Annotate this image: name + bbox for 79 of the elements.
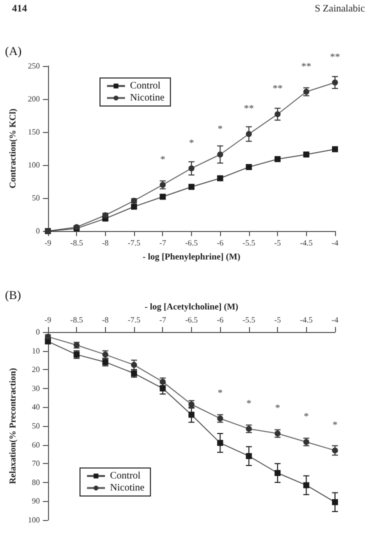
point [44, 334, 51, 340]
point [188, 165, 194, 172]
y-tick-label: 20 [32, 365, 40, 374]
legend-label: Control [110, 470, 141, 482]
y-tick-label: 250 [28, 62, 40, 70]
point [131, 362, 138, 368]
point [303, 151, 310, 158]
point [217, 440, 224, 446]
point [188, 412, 194, 418]
x-tick-label: -7 [159, 316, 166, 324]
x-axis-title: - log [Phenylephrine] (M) [142, 252, 240, 262]
x-axis-title: - log [Acetylcholine] (M) [144, 302, 238, 312]
legend-label: Control [130, 80, 161, 92]
x-tick-label: -8.5 [70, 316, 83, 324]
legend-label: Nicotine [110, 482, 145, 494]
text: 414 [12, 4, 27, 14]
x-tick-label: -9 [44, 238, 52, 248]
y-tick-label: 60 [32, 440, 40, 450]
point [246, 453, 252, 460]
legend-label: Nicotine [130, 92, 165, 104]
x-tick-label: -8 [102, 316, 109, 324]
x-tick-label: -6 [216, 316, 224, 324]
x-tick-label: -6.5 [185, 238, 198, 248]
y-tick-label: 100 [28, 516, 40, 524]
x-tick-label: -9 [44, 316, 52, 324]
x-tick-label: -7.5 [128, 316, 140, 324]
x-tick-label: -5.5 [242, 316, 256, 324]
y-tick-label: 40 [32, 402, 40, 412]
annotation: * [332, 420, 338, 431]
y-tick-label: 80 [32, 478, 40, 487]
x-tick-label: -8 [102, 238, 109, 248]
y-tick-label: 0 [36, 328, 40, 336]
y-tick-label: 90 [32, 496, 40, 506]
x-tick-label: -7 [159, 238, 166, 248]
x-tick-label: -4 [332, 316, 338, 324]
x-tick-label: -5 [274, 316, 281, 324]
x-tick-label: -6 [216, 238, 224, 248]
point [217, 151, 224, 158]
x-tick-label: -4.5 [300, 238, 313, 248]
point [274, 111, 281, 118]
y-tick-label: 50 [32, 194, 40, 203]
y-tick-label: 10 [32, 346, 40, 356]
x-tick-label: -4.5 [300, 316, 313, 324]
x-tick-label: -7.5 [128, 238, 140, 248]
annotation: ** [272, 84, 283, 95]
point [332, 447, 338, 454]
annotation: * [160, 154, 166, 166]
y-tick-label: 150 [28, 128, 40, 137]
y-tick-label: 0 [36, 226, 40, 236]
point [332, 80, 338, 86]
annotation: ** [301, 61, 312, 72]
x-tick-label: -5.5 [242, 238, 256, 248]
point [332, 146, 338, 152]
point [274, 470, 281, 476]
y-tick-label: 30 [32, 384, 40, 393]
x-tick-label: -6.5 [185, 316, 198, 324]
y-axis-title: Relaxation(% Precontraction) [8, 368, 18, 484]
x-tick-label: -5 [274, 238, 281, 248]
chart-title: (A) [5, 44, 22, 58]
text: S Zainalabic [314, 4, 366, 14]
y-axis-title: Contraction(% KCl) [8, 108, 18, 188]
annotation: * [218, 388, 223, 399]
annotation: ** [330, 52, 340, 64]
annotation: * [218, 124, 223, 135]
y-tick-label: 70 [32, 459, 40, 468]
y-tick-label: 100 [28, 160, 40, 170]
point [332, 499, 338, 506]
chart-title: (B) [5, 288, 21, 302]
annotation: * [246, 398, 252, 410]
x-tick-label: -4 [332, 238, 338, 248]
point [303, 482, 310, 488]
annotation: * [188, 138, 194, 149]
point [246, 131, 252, 138]
y-tick-label: 200 [28, 94, 40, 104]
annotation: * [304, 411, 309, 422]
x-tick-label: -8.5 [70, 238, 83, 248]
annotation: * [275, 403, 280, 414]
y-tick-label: 50 [32, 422, 40, 430]
annotation: ** [244, 104, 254, 115]
